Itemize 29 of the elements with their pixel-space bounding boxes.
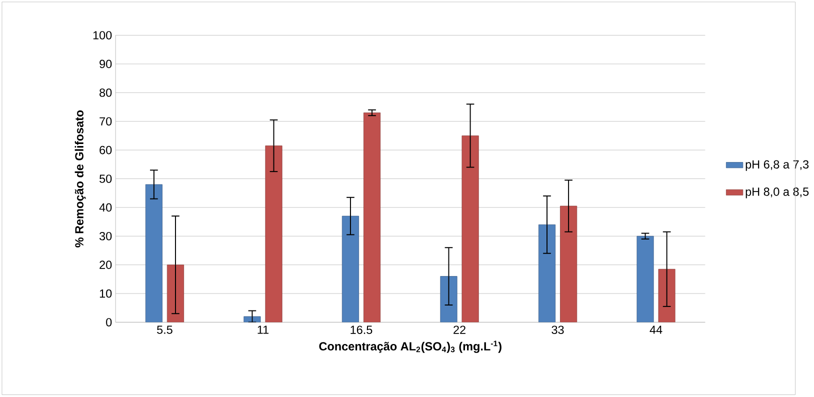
y-tick-label: 100 [93, 31, 112, 40]
y-tick-label: 50 [100, 174, 112, 184]
bar [560, 206, 578, 322]
text: Concentração AL$_{2}$(SO$_{4}$)$_{3}$ (mg.L$^{-1}$) [319, 340, 502, 354]
bar [265, 146, 282, 322]
bar [462, 136, 479, 322]
x-tick-label: 33 [552, 326, 564, 334]
y-tick-label: 70 [100, 117, 112, 126]
bar [342, 216, 359, 322]
y-tick-label: 90 [100, 60, 112, 68]
x-tick-label: 44 [650, 326, 662, 334]
bar [363, 112, 381, 322]
bar [636, 236, 654, 322]
y-tick-label: 10 [100, 290, 112, 298]
x-tick-label: 5.5 [157, 326, 172, 334]
y-axis-title: % Remoção de Glifosato [74, 110, 86, 248]
x-tick-label: 11 [258, 326, 268, 334]
y-tick-label: 80 [100, 88, 112, 97]
legend-label: pH 8,0 a 8,5 [746, 188, 809, 198]
bar [538, 224, 556, 322]
x-tick-label: 22 [454, 326, 466, 334]
x-tick-label: 16.5 [350, 326, 372, 334]
y-tick-label: 0 [106, 318, 112, 327]
y-tick-label: 40 [99, 203, 112, 212]
y-tick-label: 20 [100, 260, 112, 270]
legend-label: pH 6,8 a 7,3 [746, 160, 809, 172]
y-tick-label: 60 [100, 146, 112, 154]
y-tick-label: 30 [99, 232, 112, 240]
bar [145, 184, 162, 322]
